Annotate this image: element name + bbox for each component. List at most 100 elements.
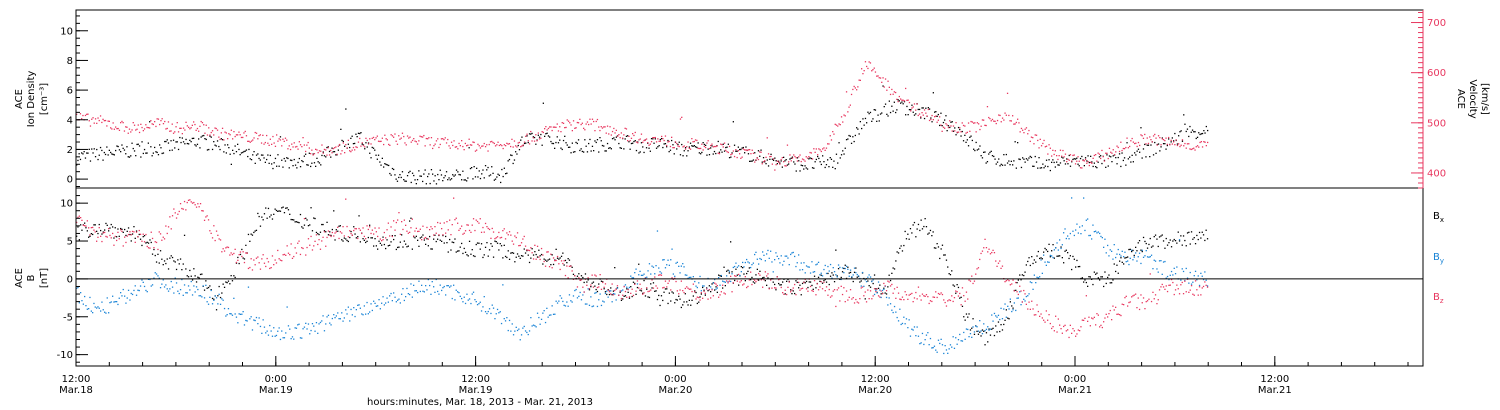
density-point xyxy=(266,158,268,161)
bx-point xyxy=(295,221,298,223)
by-point xyxy=(929,337,932,340)
bx-point xyxy=(736,274,738,276)
bx-point xyxy=(560,255,563,257)
density-point xyxy=(599,137,601,139)
bottom-left-label-line-3: [nT] xyxy=(39,268,50,288)
density-point xyxy=(749,160,751,162)
bx-point xyxy=(1184,239,1186,242)
bz-point xyxy=(632,294,635,297)
bz-point xyxy=(395,221,397,224)
velocity-point xyxy=(463,149,465,151)
bz-point xyxy=(199,203,202,205)
bz-point xyxy=(129,231,131,233)
density-point xyxy=(1061,156,1063,158)
bz-point xyxy=(654,276,656,278)
velocity-point xyxy=(979,128,981,131)
density-point xyxy=(973,148,975,150)
by-point xyxy=(125,302,127,304)
bz-point xyxy=(916,298,918,300)
density-point xyxy=(121,144,123,146)
density-point xyxy=(886,113,888,115)
bz-point xyxy=(783,293,785,295)
by-point xyxy=(1099,232,1101,235)
density-point xyxy=(638,152,640,154)
density-point xyxy=(604,150,606,152)
bx-point xyxy=(206,287,208,289)
by-point xyxy=(731,273,733,275)
bx-point xyxy=(758,279,760,281)
by-point xyxy=(1004,303,1006,305)
bx-point xyxy=(1150,246,1153,248)
bx-point xyxy=(1189,243,1191,245)
density-point xyxy=(376,158,378,160)
x-tick-date: Mar.19 xyxy=(459,385,493,396)
bz-point xyxy=(221,251,223,253)
density-point xyxy=(278,165,280,167)
bz-point xyxy=(1189,289,1191,291)
by-point xyxy=(1120,255,1122,257)
bx-point xyxy=(225,281,227,283)
bz-point xyxy=(475,219,477,221)
by-point xyxy=(1076,223,1078,225)
bz-point xyxy=(322,236,324,238)
by-point xyxy=(558,300,560,302)
velocity-point xyxy=(939,116,941,118)
by-point xyxy=(250,316,252,318)
density-point xyxy=(1040,167,1043,169)
density-point xyxy=(1091,161,1093,163)
density-point xyxy=(542,102,544,104)
by-point xyxy=(313,325,315,327)
bz-point xyxy=(555,259,557,262)
density-point xyxy=(125,153,127,155)
by-point xyxy=(159,287,162,289)
bz-point xyxy=(667,282,669,284)
velocity-point xyxy=(128,128,131,130)
velocity-point xyxy=(984,124,986,126)
density-point xyxy=(357,132,360,134)
bx-point xyxy=(227,280,230,282)
density-point xyxy=(1004,164,1006,166)
bz-point xyxy=(913,297,916,299)
bx-point xyxy=(543,258,545,260)
bx-point xyxy=(1190,231,1193,233)
by-point xyxy=(638,274,640,276)
bx-point xyxy=(217,295,219,297)
velocity-point xyxy=(269,138,271,140)
velocity-point xyxy=(565,126,567,129)
by-point xyxy=(643,273,645,275)
bz-point xyxy=(411,218,413,220)
velocity-point xyxy=(415,141,417,143)
by-point xyxy=(672,273,674,275)
by-point xyxy=(415,290,417,292)
velocity-point xyxy=(842,121,844,123)
bx-point xyxy=(1073,258,1075,260)
bz-point xyxy=(594,274,596,276)
by-point xyxy=(1127,260,1129,262)
velocity-point xyxy=(506,142,508,144)
by-point xyxy=(999,318,1001,321)
velocity-point xyxy=(1198,146,1200,148)
density-point xyxy=(439,169,441,171)
by-point xyxy=(568,294,571,296)
density-point xyxy=(1028,157,1030,159)
b-axis-tick-label: 0 xyxy=(67,274,73,285)
velocity-point xyxy=(267,142,269,144)
density-point xyxy=(742,146,744,149)
bx-point xyxy=(314,217,316,220)
bz-point xyxy=(259,268,262,270)
bx-point xyxy=(1116,264,1118,266)
by-point xyxy=(206,301,208,303)
by-point xyxy=(664,267,667,269)
by-point xyxy=(1121,250,1123,252)
bx-point xyxy=(542,263,544,265)
velocity-point xyxy=(518,141,521,144)
by-point xyxy=(494,318,496,320)
bz-point xyxy=(843,287,845,289)
bz-point xyxy=(82,224,84,226)
density-point xyxy=(814,161,816,163)
velocity-point xyxy=(1113,154,1116,156)
bz-point xyxy=(346,225,348,228)
bx-point xyxy=(221,292,223,294)
bz-point xyxy=(418,230,420,232)
velocity-point xyxy=(331,152,333,154)
